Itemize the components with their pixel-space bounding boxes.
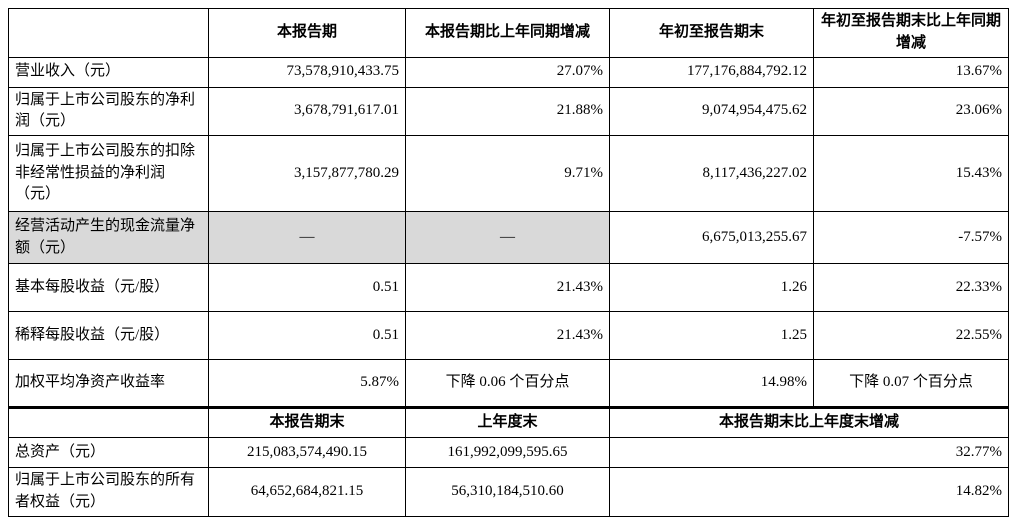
table-row: 归属于上市公司股东的所有者权益（元） 64,652,684,821.15 56,…	[8, 467, 1009, 517]
cell-current-period-yoy: 21.43%	[405, 311, 610, 360]
cell-period-end: 215,083,574,490.15	[208, 437, 406, 468]
table-row: 基本每股收益（元/股） 0.51 21.43% 1.26 22.33%	[8, 263, 1009, 312]
corner-cell	[8, 406, 209, 438]
cell-ytd-yoy: 22.55%	[813, 311, 1009, 360]
cell-change: 32.77%	[609, 437, 1009, 468]
cell-ytd-yoy: 15.43%	[813, 135, 1009, 212]
row-label: 稀释每股收益（元/股）	[8, 311, 209, 360]
header-period-end: 本报告期末	[208, 406, 406, 438]
cell-ytd: 177,176,884,792.12	[609, 56, 814, 88]
cell-current-period: 3,157,877,780.29	[208, 135, 406, 212]
cell-change: 14.82%	[609, 467, 1009, 517]
cell-current-period-yoy: 9.71%	[405, 135, 610, 212]
cell-current-period-yoy: 21.43%	[405, 263, 610, 312]
cell-ytd: 9,074,954,475.62	[609, 86, 814, 136]
cell-current-period-yoy: —	[405, 211, 610, 264]
cell-current-period-yoy: 下降 0.06 个百分点	[405, 359, 610, 408]
cell-ytd-yoy: 下降 0.07 个百分点	[813, 359, 1009, 408]
table-row: 稀释每股收益（元/股） 0.51 21.43% 1.25 22.55%	[8, 311, 1009, 360]
header-ytd-yoy: 年初至报告期末比上年同期增减	[813, 8, 1009, 58]
financial-summary-table: 本报告期 本报告期比上年同期增减 年初至报告期末 年初至报告期末比上年同期增减 …	[8, 8, 1009, 517]
cell-current-period: 5.87%	[208, 359, 406, 408]
header-period-end-change: 本报告期末比上年度末增减	[609, 406, 1009, 438]
cell-current-period: —	[208, 211, 406, 264]
corner-cell	[8, 8, 209, 58]
cell-ytd: 1.26	[609, 263, 814, 312]
row-label: 加权平均净资产收益率	[8, 359, 209, 408]
cell-period-end: 64,652,684,821.15	[208, 467, 406, 517]
cell-ytd-yoy: 13.67%	[813, 56, 1009, 88]
cell-ytd-yoy: 22.33%	[813, 263, 1009, 312]
section2-header-row: 本报告期末 上年度末 本报告期末比上年度末增减	[8, 406, 1009, 438]
header-prior-year-end: 上年度末	[405, 406, 610, 438]
table-row: 经营活动产生的现金流量净额（元） — — 6,675,013,255.67 -7…	[8, 211, 1009, 264]
cell-ytd-yoy: 23.06%	[813, 86, 1009, 136]
row-label: 营业收入（元）	[8, 56, 209, 88]
table-row: 总资产（元） 215,083,574,490.15 161,992,099,59…	[8, 437, 1009, 468]
row-label: 总资产（元）	[8, 437, 209, 468]
cell-current-period: 0.51	[208, 263, 406, 312]
row-label: 基本每股收益（元/股）	[8, 263, 209, 312]
cell-ytd: 14.98%	[609, 359, 814, 408]
table-row: 归属于上市公司股东的扣除非经常性损益的净利润（元） 3,157,877,780.…	[8, 135, 1009, 212]
cell-current-period-yoy: 21.88%	[405, 86, 610, 136]
cell-current-period: 0.51	[208, 311, 406, 360]
cell-ytd: 8,117,436,227.02	[609, 135, 814, 212]
row-label: 归属于上市公司股东的净利润（元）	[8, 86, 209, 136]
cell-current-period-yoy: 27.07%	[405, 56, 610, 88]
section1-header-row: 本报告期 本报告期比上年同期增减 年初至报告期末 年初至报告期末比上年同期增减	[8, 8, 1009, 58]
row-label: 经营活动产生的现金流量净额（元）	[8, 211, 209, 264]
table-row: 归属于上市公司股东的净利润（元） 3,678,791,617.01 21.88%…	[8, 86, 1009, 136]
cell-ytd-yoy: -7.57%	[813, 211, 1009, 264]
header-current-period: 本报告期	[208, 8, 406, 58]
table-row: 加权平均净资产收益率 5.87% 下降 0.06 个百分点 14.98% 下降 …	[8, 359, 1009, 408]
cell-ytd: 6,675,013,255.67	[609, 211, 814, 264]
cell-prior-year-end: 56,310,184,510.60	[405, 467, 610, 517]
cell-prior-year-end: 161,992,099,595.65	[405, 437, 610, 468]
cell-current-period: 3,678,791,617.01	[208, 86, 406, 136]
cell-current-period: 73,578,910,433.75	[208, 56, 406, 88]
header-ytd: 年初至报告期末	[609, 8, 814, 58]
cell-ytd: 1.25	[609, 311, 814, 360]
row-label: 归属于上市公司股东的扣除非经常性损益的净利润（元）	[8, 135, 209, 212]
header-current-period-yoy: 本报告期比上年同期增减	[405, 8, 610, 58]
table-row: 营业收入（元） 73,578,910,433.75 27.07% 177,176…	[8, 56, 1009, 88]
row-label: 归属于上市公司股东的所有者权益（元）	[8, 467, 209, 517]
